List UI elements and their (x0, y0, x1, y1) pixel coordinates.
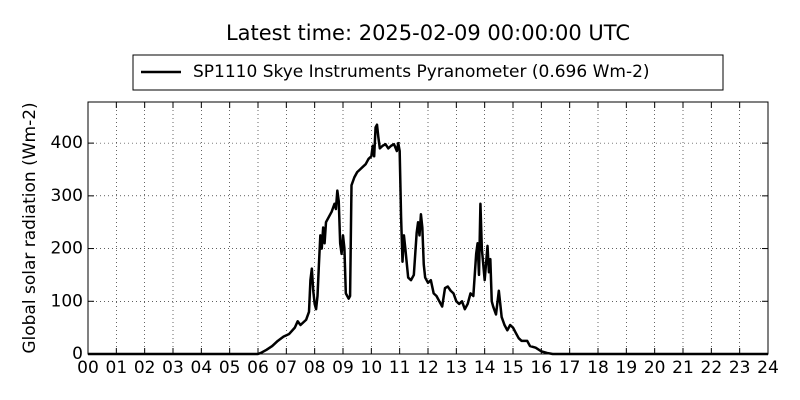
x-tick-label: 03 (162, 358, 184, 378)
x-tick-label: 20 (644, 358, 666, 378)
chart-title: Latest time: 2025-02-09 00:00:00 UTC (226, 21, 630, 45)
x-tick-label: 05 (219, 358, 241, 378)
x-tick-label: 09 (332, 358, 354, 378)
legend-label: SP1110 Skye Instruments Pyranometer (0.6… (193, 62, 650, 82)
x-tick-label: 11 (389, 358, 411, 378)
x-tick-label: 02 (134, 358, 156, 378)
x-tick-label: 16 (531, 358, 553, 378)
y-tick-label: 300 (51, 186, 83, 206)
y-tick-label: 400 (51, 133, 83, 153)
x-tick-label: 08 (304, 358, 326, 378)
x-tick-label: 06 (247, 358, 269, 378)
x-tick-label: 17 (559, 358, 581, 378)
y-tick-label: 100 (51, 291, 83, 311)
x-tick-label: 07 (276, 358, 298, 378)
x-tick-label: 23 (729, 358, 751, 378)
data-line (88, 123, 768, 356)
x-tick-label: 01 (106, 358, 128, 378)
legend-box (132, 54, 724, 91)
x-tick-label: 00 (77, 358, 99, 378)
x-tick-label: 04 (191, 358, 213, 378)
plot-frame (87, 101, 769, 355)
x-tick-label: 22 (701, 358, 723, 378)
x-tick-label: 13 (446, 358, 468, 378)
x-tick-label: 15 (502, 358, 524, 378)
y-tick-label: 200 (51, 239, 83, 259)
x-tick-label: 19 (616, 358, 638, 378)
y-tick-label: 0 (72, 344, 83, 364)
x-tick-label: 14 (474, 358, 496, 378)
x-tick-label: 18 (587, 358, 609, 378)
x-tick-label: 21 (672, 358, 694, 378)
y-axis-label: Global solar radiation (Wm-2) (20, 102, 40, 353)
x-tick-label: 10 (361, 358, 383, 378)
x-tick-label: 24 (757, 358, 779, 378)
x-tick-label: 12 (417, 358, 439, 378)
